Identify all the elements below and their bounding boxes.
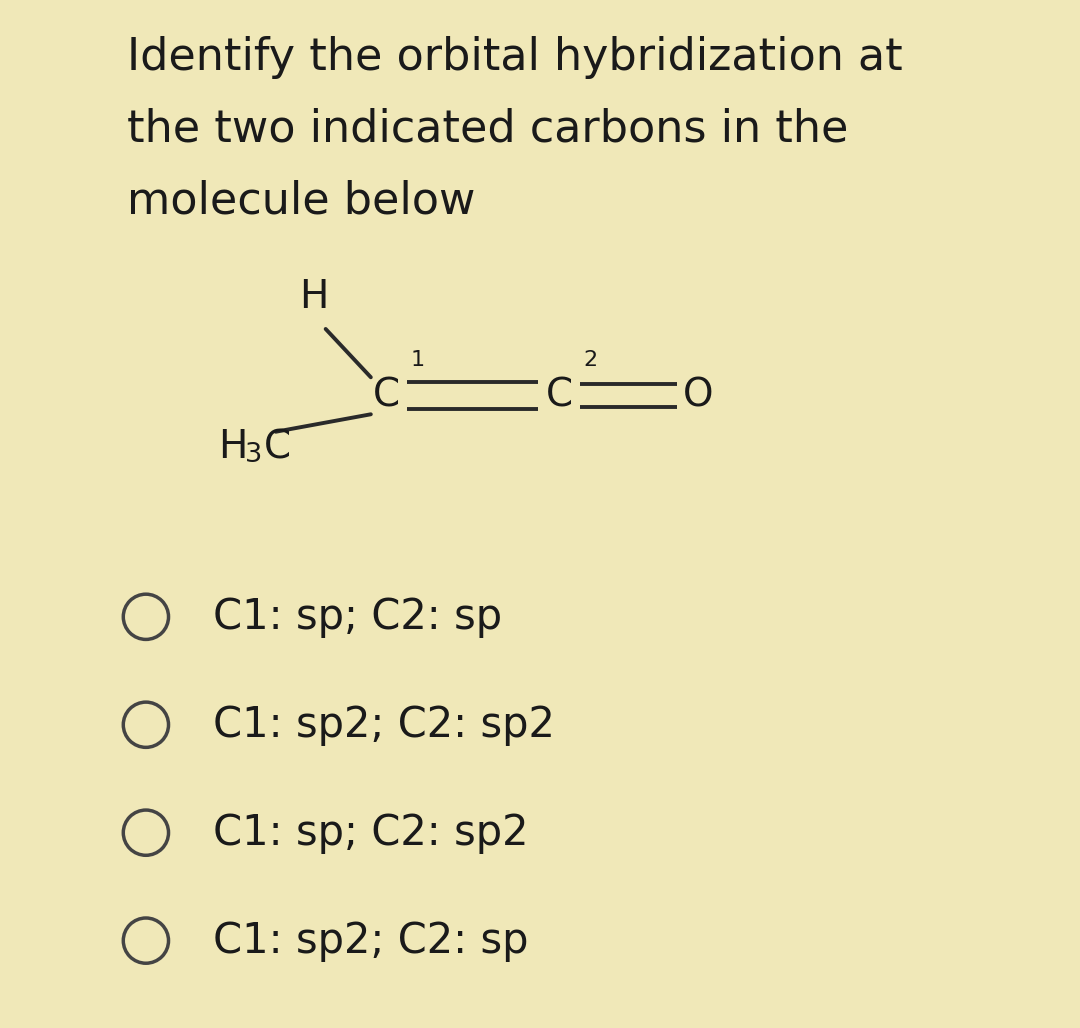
Text: 2: 2: [583, 351, 597, 370]
Text: H: H: [218, 429, 247, 466]
Text: C1: sp2; C2: sp: C1: sp2; C2: sp: [213, 920, 529, 961]
Text: C: C: [373, 377, 400, 414]
Text: C1: sp2; C2: sp2: C1: sp2; C2: sp2: [213, 704, 555, 745]
Text: C1: sp; C2: sp: C1: sp; C2: sp: [213, 596, 502, 637]
Text: C1: sp; C2: sp2: C1: sp; C2: sp2: [213, 812, 529, 853]
Text: Identify the orbital hybridization at: Identify the orbital hybridization at: [126, 36, 903, 79]
Text: C: C: [545, 377, 572, 414]
Text: H: H: [299, 278, 328, 316]
Text: molecule below: molecule below: [126, 180, 475, 223]
Text: C: C: [265, 429, 292, 466]
Text: 1: 1: [410, 351, 424, 370]
Text: 3: 3: [245, 442, 262, 469]
Text: the two indicated carbons in the: the two indicated carbons in the: [126, 108, 848, 151]
Text: O: O: [684, 377, 714, 414]
